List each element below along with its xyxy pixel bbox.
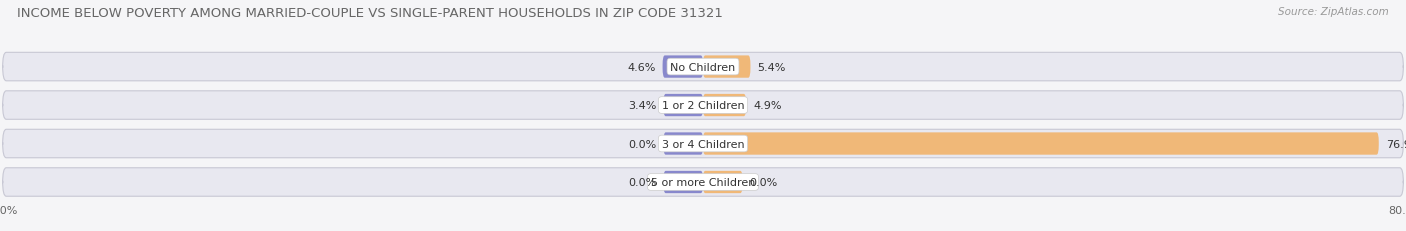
Text: 1 or 2 Children: 1 or 2 Children	[662, 101, 744, 111]
Text: 4.6%: 4.6%	[627, 62, 655, 72]
Text: 5 or more Children: 5 or more Children	[651, 177, 755, 187]
Text: 0.0%: 0.0%	[628, 177, 657, 187]
FancyBboxPatch shape	[3, 168, 1403, 196]
FancyBboxPatch shape	[3, 91, 1403, 120]
Text: 0.0%: 0.0%	[628, 139, 657, 149]
Text: 76.9%: 76.9%	[1386, 139, 1406, 149]
Text: Source: ZipAtlas.com: Source: ZipAtlas.com	[1278, 7, 1389, 17]
Text: 3.4%: 3.4%	[628, 101, 657, 111]
FancyBboxPatch shape	[703, 56, 751, 78]
FancyBboxPatch shape	[664, 94, 703, 117]
Text: 4.9%: 4.9%	[754, 101, 782, 111]
FancyBboxPatch shape	[3, 130, 1403, 158]
Text: 3 or 4 Children: 3 or 4 Children	[662, 139, 744, 149]
FancyBboxPatch shape	[703, 94, 747, 117]
FancyBboxPatch shape	[703, 171, 742, 193]
Text: INCOME BELOW POVERTY AMONG MARRIED-COUPLE VS SINGLE-PARENT HOUSEHOLDS IN ZIP COD: INCOME BELOW POVERTY AMONG MARRIED-COUPL…	[17, 7, 723, 20]
FancyBboxPatch shape	[664, 171, 703, 193]
FancyBboxPatch shape	[662, 56, 703, 78]
Text: No Children: No Children	[671, 62, 735, 72]
Text: 0.0%: 0.0%	[749, 177, 778, 187]
Text: 5.4%: 5.4%	[758, 62, 786, 72]
FancyBboxPatch shape	[664, 133, 703, 155]
FancyBboxPatch shape	[703, 133, 1379, 155]
FancyBboxPatch shape	[3, 53, 1403, 82]
